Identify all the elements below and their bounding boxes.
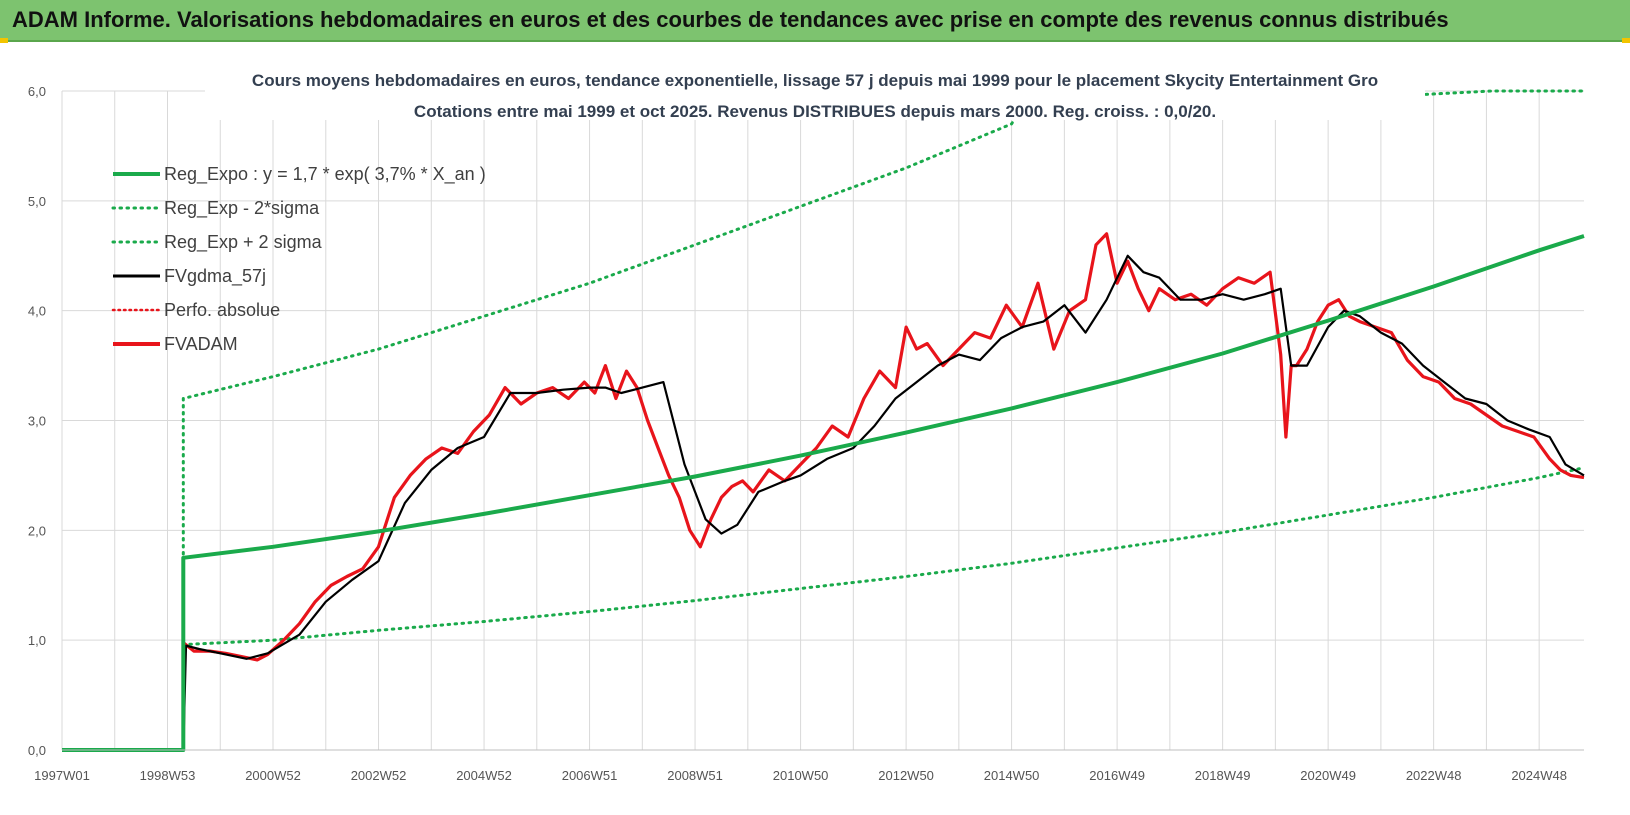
chart-title: Cours moyens hebdomadaires en euros, ten…	[252, 71, 1378, 90]
x-tick-label: 2016W49	[1089, 768, 1145, 783]
x-tick-label: 2012W50	[878, 768, 934, 783]
chart-legend: Reg_Expo : y = 1,7 * exp( 3,7% * X_an ) R…	[111, 164, 486, 354]
legend-label: FVgdma_57j	[164, 266, 266, 287]
x-tick-label: 2014W50	[984, 768, 1040, 783]
x-tick-label: 1998W53	[140, 768, 196, 783]
x-tick-label: 2000W52	[245, 768, 301, 783]
y-tick-label: 4,0	[28, 304, 46, 319]
x-tick-label: 2010W50	[773, 768, 829, 783]
series-reg-exp-minus-2-sigma	[181, 466, 1586, 752]
subtitle-background	[205, 64, 1425, 120]
legend-label: Reg_Expo : y = 1,7 * exp( 3,7% * X_an )	[164, 164, 486, 185]
series-fvgdma-57j	[182, 254, 1585, 751]
chart-grid	[61, 90, 1584, 751]
y-tick-label: 6,0	[28, 84, 46, 99]
chart-series	[62, 89, 1586, 752]
x-tick-label: 2018W49	[1195, 768, 1251, 783]
legend-label: Perfo. absolue	[164, 300, 280, 320]
corner-marker	[1622, 38, 1630, 43]
x-tick-label: 2006W51	[562, 768, 618, 783]
y-tick-label: 3,0	[28, 414, 46, 429]
y-tick-label: 2,0	[28, 523, 46, 538]
x-tick-label: 2024W48	[1511, 768, 1567, 783]
y-tick-label: 5,0	[28, 194, 46, 209]
x-tick-label: 2022W48	[1406, 768, 1462, 783]
series-fvadam	[181, 232, 1585, 751]
series-reg-expo	[62, 234, 1585, 752]
chart-axes: 0,0 1,0 2,0 3,0 4,0 5,0 6,0 1997W01 1998W53 2000W…	[28, 84, 1584, 783]
x-tick-label: 2002W52	[351, 768, 407, 783]
page-title: ADAM Informe. Valorisations hebdomadaire…	[12, 7, 1449, 32]
y-tick-label: 0,0	[28, 743, 46, 758]
title-banner: ADAM Informe. Valorisations hebdomadaire…	[0, 0, 1630, 42]
chart-subtitle: Cotations entre mai 1999 et oct 2025. Re…	[414, 102, 1216, 121]
x-tick-label: 2004W52	[456, 768, 512, 783]
y-tick-label: 1,0	[28, 633, 46, 648]
x-tick-label: 2008W51	[667, 768, 723, 783]
x-tick-label: 1997W01	[34, 768, 90, 783]
legend-label: Reg_Exp + 2 sigma	[164, 232, 323, 253]
x-tick-label: 2020W49	[1300, 768, 1356, 783]
corner-marker	[0, 38, 8, 43]
series-reg-exp-plus-2-sigma	[181, 89, 1586, 752]
legend-label: Reg_Exp - 2*sigma	[164, 198, 320, 219]
legend-label: FVADAM	[164, 334, 238, 354]
